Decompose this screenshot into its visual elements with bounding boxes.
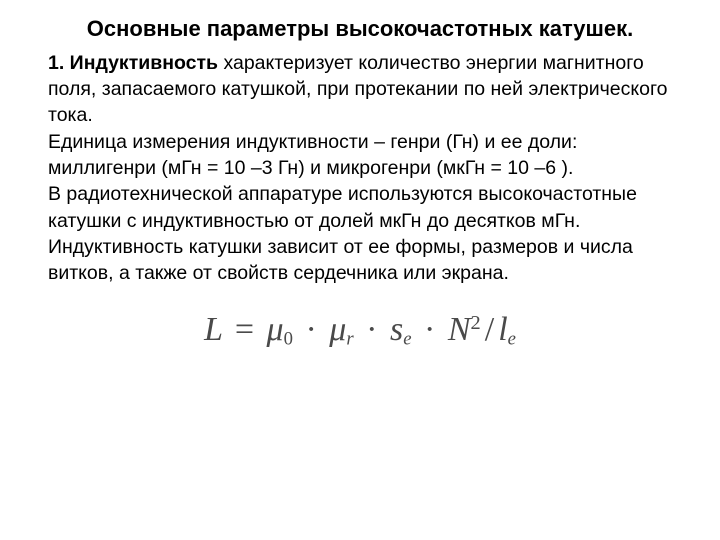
se-sym: s bbox=[390, 311, 403, 348]
formula-le: le bbox=[498, 311, 516, 348]
formula-slash: / bbox=[481, 311, 498, 348]
N-sym: N bbox=[448, 311, 471, 348]
mur-sym: μ bbox=[329, 311, 346, 348]
mu0-sub: 0 bbox=[284, 328, 293, 349]
formula-N: N2 bbox=[448, 311, 481, 348]
inductance-formula: L = μ0 · μr · se · N2/le bbox=[204, 311, 516, 351]
se-sub: e bbox=[403, 328, 411, 349]
page-title: Основные параметры высокочастотных катуш… bbox=[48, 14, 672, 44]
formula-L: L bbox=[204, 311, 222, 348]
formula-block: L = μ0 · μr · se · N2/le bbox=[48, 311, 672, 351]
paragraph-1: 1. Индуктивность характеризует количеств… bbox=[48, 50, 672, 129]
le-sym: l bbox=[498, 311, 507, 348]
le-sub: e bbox=[508, 328, 516, 349]
paragraph-2: Единица измерения индуктивности – генри … bbox=[48, 129, 672, 182]
formula-se: se bbox=[390, 311, 412, 348]
formula-mu0: μ0 bbox=[267, 311, 293, 348]
formula-dot1: · bbox=[301, 311, 320, 348]
formula-mur: μr bbox=[329, 311, 353, 348]
paragraph-4: Индуктивность катушки зависит от ее форм… bbox=[48, 234, 672, 287]
mur-sub: r bbox=[346, 328, 353, 349]
formula-eq: = bbox=[231, 311, 258, 348]
paragraph-3: В радиотехнической аппаратуре используют… bbox=[48, 181, 672, 234]
p1-lead: 1. Индуктивность bbox=[48, 52, 218, 74]
N-sup: 2 bbox=[471, 311, 481, 333]
body-text: 1. Индуктивность характеризует количеств… bbox=[48, 50, 672, 287]
document-page: Основные параметры высокочастотных катуш… bbox=[0, 0, 720, 540]
formula-dot3: · bbox=[420, 311, 439, 348]
formula-dot2: · bbox=[362, 311, 381, 348]
mu0-sym: μ bbox=[267, 311, 284, 348]
